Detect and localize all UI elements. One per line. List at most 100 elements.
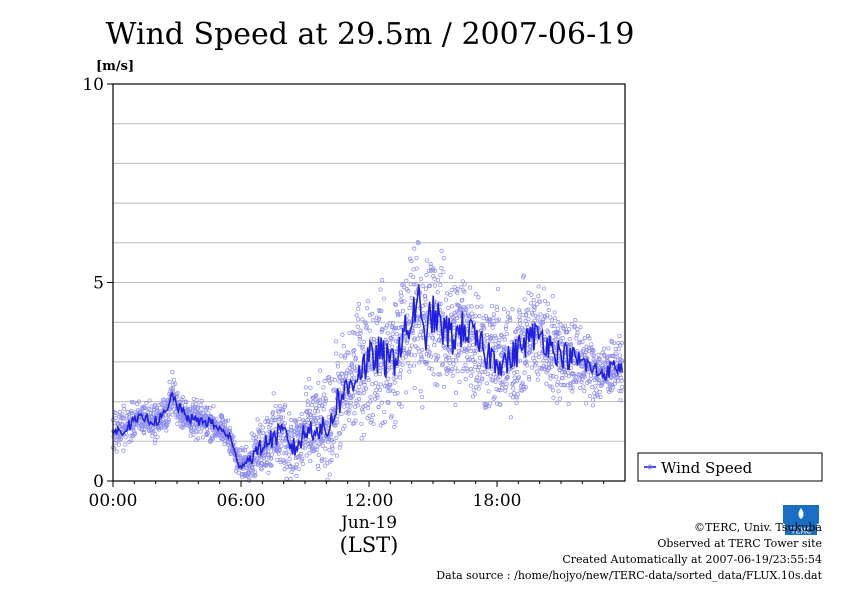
data-point	[531, 297, 536, 303]
data-point	[170, 386, 176, 391]
data-point	[371, 421, 376, 426]
data-point	[407, 319, 412, 324]
data-point	[408, 273, 413, 278]
data-point	[409, 343, 414, 348]
data-point	[187, 409, 192, 414]
terc-logo: TERC	[781, 503, 821, 537]
data-point	[241, 448, 246, 453]
data-point	[441, 269, 446, 275]
data-point	[357, 396, 362, 402]
data-point	[480, 369, 485, 374]
data-point	[554, 374, 559, 380]
data-point	[366, 378, 371, 383]
data-point	[365, 306, 370, 311]
data-point	[376, 385, 381, 390]
data-point	[316, 466, 321, 472]
data-point	[613, 351, 618, 356]
data-point	[243, 448, 248, 453]
data-point	[337, 445, 342, 450]
data-point	[122, 416, 127, 421]
data-point	[617, 353, 622, 358]
data-point	[289, 428, 294, 433]
data-point	[493, 345, 498, 351]
data-point	[457, 307, 463, 312]
data-point	[612, 381, 617, 386]
data-point	[419, 394, 425, 400]
data-point	[198, 429, 203, 434]
data-point	[364, 324, 369, 329]
data-point	[327, 472, 332, 477]
data-point	[542, 298, 548, 303]
data-point	[496, 340, 501, 345]
data-point	[467, 285, 473, 290]
data-point	[419, 357, 424, 362]
data-point	[420, 303, 426, 308]
data-point	[566, 401, 571, 407]
data-point	[407, 364, 412, 369]
data-point	[193, 402, 198, 407]
data-point	[455, 315, 460, 320]
data-point	[593, 383, 598, 388]
data-point	[476, 295, 481, 300]
data-point	[388, 388, 393, 393]
data-point	[298, 429, 303, 434]
data-point	[392, 380, 397, 385]
data-point	[558, 322, 563, 327]
data-point	[307, 376, 312, 382]
data-point	[536, 284, 541, 289]
data-point	[526, 290, 531, 295]
data-point	[484, 343, 489, 348]
data-point	[543, 364, 548, 369]
data-point	[394, 332, 399, 337]
data-point	[407, 351, 412, 357]
data-point	[322, 392, 327, 397]
data-point	[536, 372, 541, 377]
data-point	[540, 321, 545, 326]
data-point	[408, 346, 413, 352]
data-point	[260, 437, 265, 442]
data-point	[319, 457, 324, 462]
data-point	[322, 463, 328, 468]
data-point	[457, 379, 462, 384]
data-point	[490, 325, 495, 330]
data-point	[432, 343, 437, 348]
data-point	[191, 419, 196, 425]
data-point	[612, 340, 617, 345]
data-point	[567, 337, 572, 342]
data-point	[322, 457, 327, 462]
data-point	[505, 374, 510, 380]
data-point	[511, 395, 516, 400]
data-point	[194, 398, 199, 403]
data-point	[451, 361, 456, 366]
data-point	[383, 338, 388, 343]
data-point	[211, 404, 216, 409]
data-point	[555, 326, 561, 331]
data-point	[504, 382, 509, 387]
data-point	[415, 336, 420, 341]
data-point	[605, 361, 610, 366]
data-point	[414, 266, 419, 271]
data-point	[503, 385, 508, 390]
data-point	[142, 405, 147, 411]
data-point	[407, 369, 412, 374]
data-point	[587, 345, 592, 351]
data-point	[387, 365, 392, 370]
data-point	[314, 447, 319, 452]
data-point	[463, 377, 468, 382]
data-point	[158, 424, 164, 429]
data-point	[355, 324, 360, 329]
data-point	[166, 417, 171, 422]
data-point	[484, 381, 489, 386]
data-point	[477, 364, 482, 370]
data-point	[553, 315, 558, 321]
data-point	[173, 381, 178, 386]
data-point	[467, 343, 472, 348]
data-point	[557, 396, 562, 401]
data-point	[149, 404, 154, 409]
data-point	[338, 375, 343, 380]
data-point	[596, 352, 601, 357]
data-point	[328, 380, 333, 385]
data-point	[357, 342, 362, 347]
data-point	[441, 256, 446, 261]
data-point	[469, 336, 475, 341]
